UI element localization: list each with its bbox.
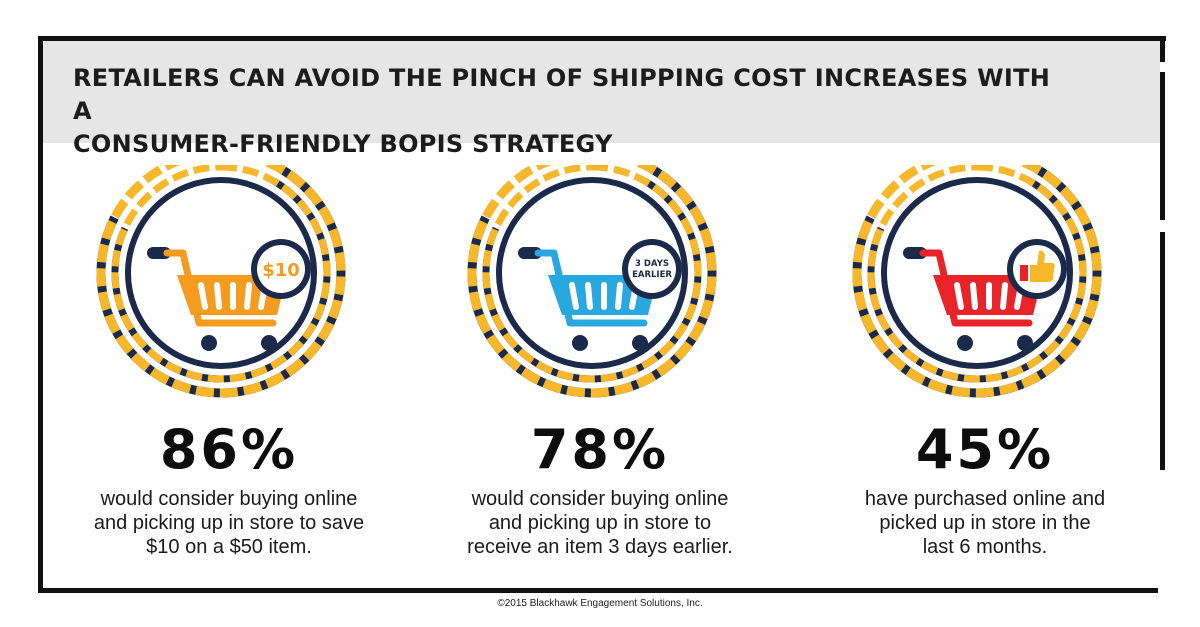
stat-description: would consider buying online and picking… bbox=[59, 487, 399, 559]
desc-line-2: and picking up in store to save bbox=[93, 512, 365, 534]
desc-line-1: would consider buying online bbox=[100, 488, 358, 510]
frame-bottom-border bbox=[38, 588, 1158, 593]
stat-panel-save-10: $10 86% would consider buying online and… bbox=[59, 165, 399, 585]
stat-value: 86% bbox=[159, 418, 299, 481]
stat-description: would consider buying online and picking… bbox=[430, 487, 770, 559]
shopping-cart-icon bbox=[147, 247, 287, 351]
title-line-1: RETAILERS CAN AVOID THE PINCH OF SHIPPIN… bbox=[73, 64, 1051, 125]
desc-line-3: $10 on a $50 item. bbox=[146, 536, 312, 558]
frame-corner-tab bbox=[1155, 36, 1165, 62]
thumbs-up-icon bbox=[1020, 250, 1055, 282]
title-line-2: CONSUMER-FRIENDLY BOPIS STRATEGY bbox=[73, 130, 613, 158]
cart-gauge-icon: $10 bbox=[96, 165, 346, 398]
stat-description: have purchased online and picked up in s… bbox=[815, 487, 1155, 559]
desc-line-2: and picking up in store to bbox=[488, 512, 712, 534]
cart-gauge-icon bbox=[852, 165, 1102, 398]
stat-value: 45% bbox=[915, 418, 1055, 481]
stat-panel-3-days-earlier: 3 DAYS EARLIER 78% would consider buying… bbox=[430, 165, 770, 585]
desc-line-2: picked up in store in the bbox=[879, 512, 1091, 534]
frame-right-border-upper bbox=[1160, 72, 1165, 220]
stat-panel-purchased-6-months: 45% have purchased online and picked up … bbox=[815, 165, 1155, 585]
badge-label-line-2: EARLIER bbox=[632, 270, 672, 280]
desc-line-1: would consider buying online bbox=[471, 488, 729, 510]
desc-line-3: receive an item 3 days earlier. bbox=[467, 536, 733, 558]
badge-label: $10 bbox=[262, 260, 300, 281]
cart-gauge-icon: 3 DAYS EARLIER bbox=[467, 165, 717, 398]
gauge-highlight bbox=[96, 165, 346, 398]
frame-top-border bbox=[38, 36, 1166, 41]
frame-right-border-lower bbox=[1160, 232, 1165, 470]
title-band bbox=[43, 41, 1160, 143]
stat-value: 78% bbox=[530, 418, 670, 481]
page-title: RETAILERS CAN AVOID THE PINCH OF SHIPPIN… bbox=[73, 62, 1073, 161]
frame-left-border bbox=[38, 36, 43, 593]
copyright-footer: ©2015 Blackhawk Engagement Solutions, In… bbox=[497, 598, 703, 609]
desc-line-1: have purchased online and bbox=[864, 488, 1106, 510]
desc-line-3: last 6 months. bbox=[922, 536, 1048, 558]
badge-label-line-1: 3 DAYS bbox=[635, 259, 669, 269]
